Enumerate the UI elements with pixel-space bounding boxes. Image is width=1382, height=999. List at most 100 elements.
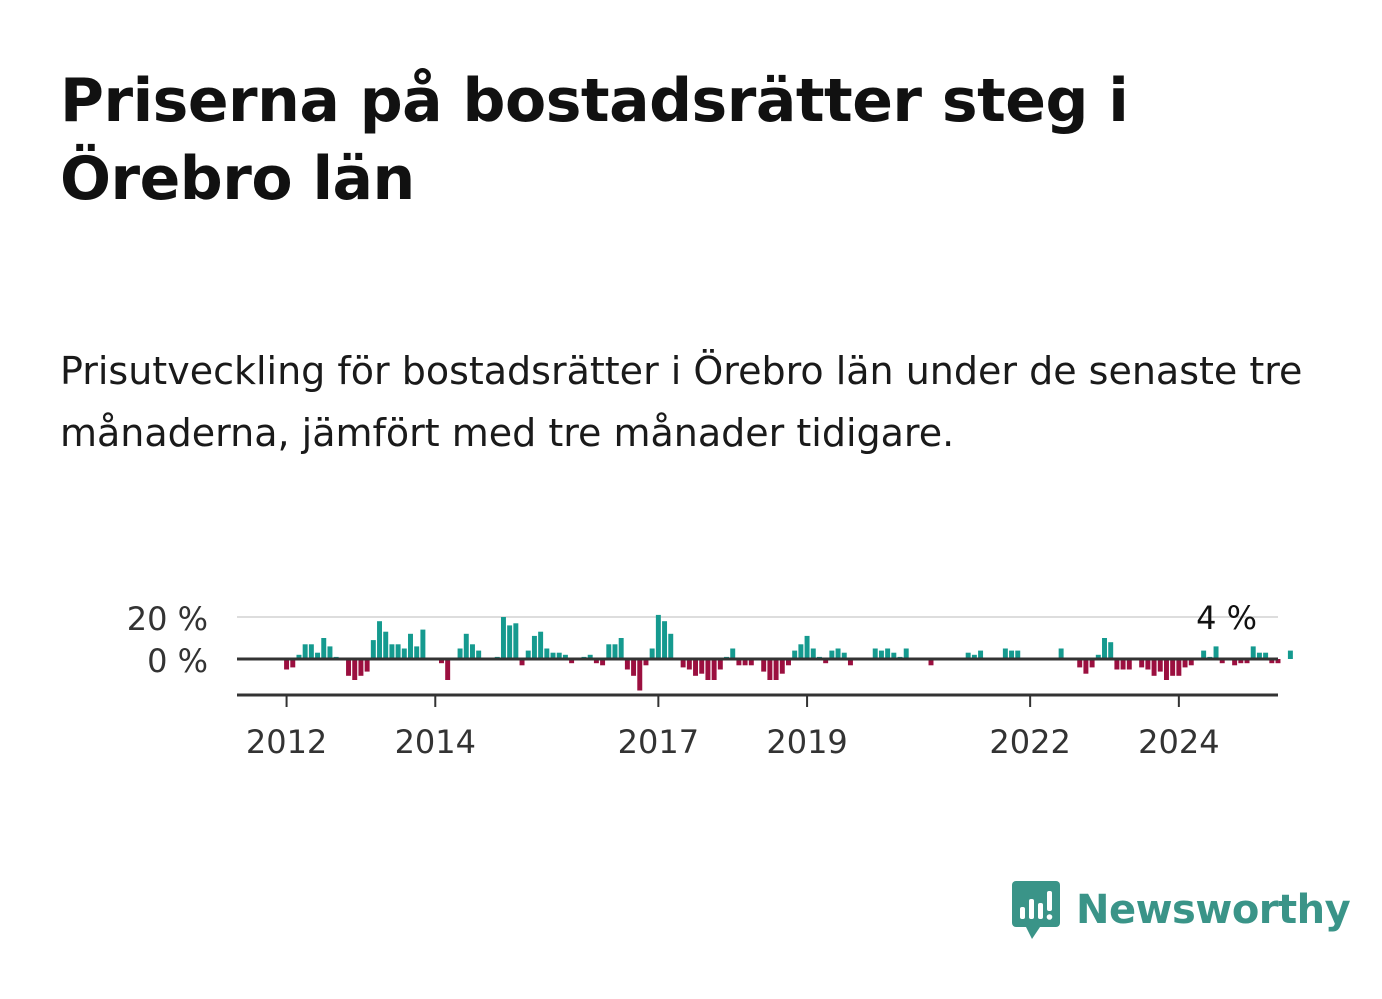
bar <box>600 659 606 666</box>
bar <box>872 648 878 659</box>
bar <box>680 659 686 668</box>
bar <box>370 640 376 659</box>
axis-layer <box>237 657 1278 707</box>
x-tick-label: 2017 <box>618 723 699 761</box>
bar <box>885 648 891 659</box>
bar <box>903 648 909 659</box>
bar <box>1188 659 1194 666</box>
bar <box>1263 652 1269 659</box>
bar <box>662 621 668 659</box>
bar <box>847 659 853 666</box>
bar <box>1126 659 1132 670</box>
bar <box>1120 659 1126 670</box>
bar <box>346 659 352 676</box>
x-tick-label: 2014 <box>395 723 476 761</box>
brand-logo: Newsworthy <box>1010 878 1351 942</box>
bar <box>971 654 977 659</box>
bar <box>290 659 296 668</box>
last-value-label: 4 % <box>1196 599 1257 637</box>
bar <box>668 633 674 659</box>
bar <box>569 659 575 664</box>
bar-chart: 0 % 20 % 2012 2014 2017 2019 2022 2024 4 % <box>127 599 1293 761</box>
x-tick-label: 2012 <box>246 723 327 761</box>
bar <box>1058 648 1064 659</box>
bar <box>1083 659 1089 674</box>
bar <box>457 648 463 659</box>
bar <box>612 644 618 659</box>
bar <box>593 659 599 664</box>
bar <box>1089 659 1095 668</box>
bar <box>550 652 556 659</box>
bar <box>928 659 934 666</box>
bar <box>1151 659 1157 676</box>
bar <box>686 659 692 670</box>
bar <box>420 629 426 659</box>
bar <box>476 650 482 659</box>
bar <box>377 621 382 659</box>
bar <box>606 644 612 659</box>
bar <box>748 659 754 666</box>
chart-subtitle: Prisutveckling för bostadsrätter i Örebr… <box>60 349 1303 455</box>
bar <box>742 659 748 666</box>
bar <box>618 638 624 659</box>
bar <box>519 659 525 666</box>
bar <box>383 631 389 659</box>
x-tick-label: 2019 <box>766 723 847 761</box>
chart-title: Priserna på bostadsrätter steg i Örebro … <box>60 66 1129 214</box>
bar <box>1269 659 1275 664</box>
bar <box>624 659 630 670</box>
bar <box>556 652 562 659</box>
bar <box>445 659 451 680</box>
bar <box>841 652 847 659</box>
bar <box>786 659 791 666</box>
bar <box>643 659 649 666</box>
bar <box>401 648 407 659</box>
bar <box>978 650 984 659</box>
bar <box>829 650 835 659</box>
bar <box>469 644 475 659</box>
bar <box>1176 659 1182 676</box>
bar <box>1213 646 1219 659</box>
bar <box>1201 650 1207 659</box>
bar <box>779 659 785 674</box>
bar <box>538 631 544 659</box>
x-tick-label: 2024 <box>1138 723 1219 761</box>
bar <box>544 648 550 659</box>
bar <box>1163 659 1169 680</box>
y-tick-label: 0 % <box>147 642 208 680</box>
y-tick-label: 20 % <box>127 600 208 638</box>
bar <box>693 659 699 676</box>
bar <box>389 644 395 659</box>
bar <box>730 648 736 659</box>
bar <box>773 659 779 680</box>
bar <box>1095 654 1101 659</box>
bar <box>1219 659 1225 664</box>
bar <box>587 654 593 659</box>
bar <box>891 652 897 659</box>
bar <box>308 644 314 659</box>
bar <box>395 644 401 659</box>
bar <box>1182 659 1188 668</box>
bar <box>513 623 519 659</box>
bar <box>531 635 537 659</box>
bar <box>717 659 723 670</box>
bar <box>364 659 370 672</box>
bar <box>284 659 290 670</box>
bar <box>352 659 358 680</box>
bar <box>965 652 971 659</box>
bar <box>637 659 643 691</box>
bar <box>1250 646 1256 659</box>
bar <box>463 633 469 659</box>
bar <box>649 648 655 659</box>
bar <box>1170 659 1176 676</box>
bar <box>736 659 742 666</box>
bar <box>321 638 327 659</box>
bar <box>562 654 568 659</box>
bar <box>1232 659 1238 666</box>
bar <box>655 614 661 659</box>
bar <box>835 648 841 659</box>
bar <box>1256 652 1262 659</box>
bar <box>1009 650 1015 659</box>
bar <box>631 659 637 676</box>
bar <box>810 648 816 659</box>
